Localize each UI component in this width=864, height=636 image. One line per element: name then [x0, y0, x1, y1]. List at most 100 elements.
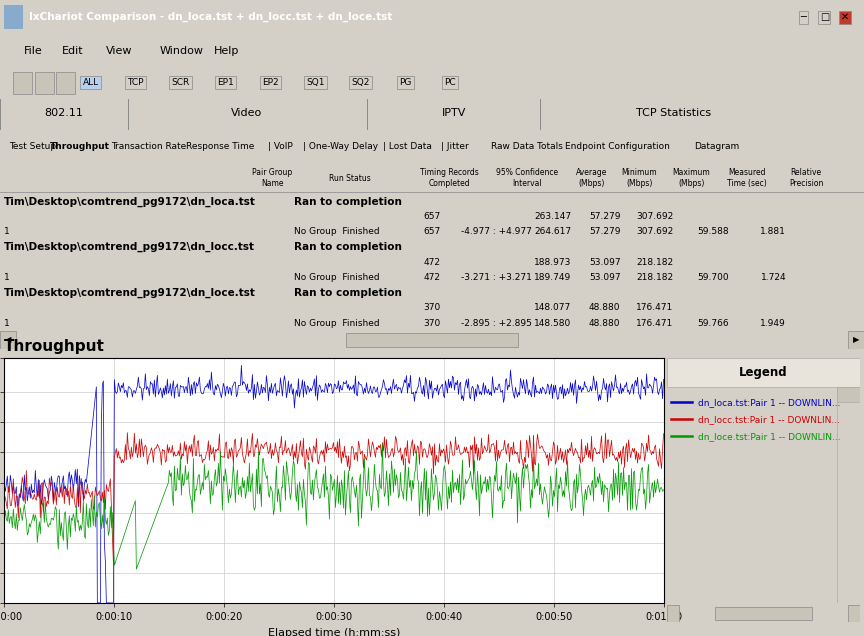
Text: 59.700: 59.700 [697, 273, 728, 282]
Text: Ran to completion: Ran to completion [294, 197, 402, 207]
Text: ▶: ▶ [853, 335, 860, 344]
Text: EP2: EP2 [262, 78, 279, 87]
Text: Tim\Desktop\comtrend_pg9172\dn_loce.tst: Tim\Desktop\comtrend_pg9172\dn_loce.tst [4, 287, 257, 298]
Text: SQ1: SQ1 [306, 78, 325, 87]
X-axis label: Elapsed time (h:mm:ss): Elapsed time (h:mm:ss) [268, 628, 400, 636]
Text: 657: 657 [423, 228, 441, 237]
Bar [35, 71, 54, 94]
Bar [346, 333, 518, 347]
Text: Ran to completion: Ran to completion [294, 287, 402, 298]
Text: -4.977 : +4.977: -4.977 : +4.977 [461, 228, 532, 237]
Text: PC: PC [444, 78, 456, 87]
Text: 218.182: 218.182 [637, 273, 673, 282]
Text: Timing Records
Completed: Timing Records Completed [420, 169, 479, 188]
Text: 48.880: 48.880 [589, 303, 620, 312]
Text: Pair Group
Name: Pair Group Name [252, 169, 292, 188]
Text: TCP: TCP [127, 78, 144, 87]
Text: 59.766: 59.766 [697, 319, 728, 328]
Text: View: View [105, 46, 132, 55]
Bar [667, 358, 860, 387]
Text: Response Time: Response Time [186, 142, 255, 151]
Text: Legend: Legend [739, 366, 788, 379]
Text: 472: 472 [423, 258, 441, 267]
Text: ALL: ALL [83, 78, 98, 87]
Bar [4, 5, 23, 29]
Text: 218.182: 218.182 [637, 258, 673, 267]
Text: Relative
Precision: Relative Precision [789, 169, 823, 188]
Text: 148.077: 148.077 [534, 303, 572, 312]
Text: 307.692: 307.692 [636, 228, 674, 237]
Bar [715, 607, 811, 620]
Text: Transaction Rate: Transaction Rate [111, 142, 187, 151]
Text: | VoIP: | VoIP [269, 142, 293, 151]
Text: 189.749: 189.749 [534, 273, 572, 282]
Text: ◀: ◀ [4, 335, 11, 344]
Text: dn_loca.tst:Pair 1 -- DOWNLIN...: dn_loca.tst:Pair 1 -- DOWNLIN... [698, 398, 841, 406]
Text: 176.471: 176.471 [636, 303, 674, 312]
Text: □: □ [820, 12, 829, 22]
Text: EP1: EP1 [217, 78, 234, 87]
Text: 264.617: 264.617 [535, 228, 571, 237]
Text: Help: Help [214, 46, 239, 55]
Text: 48.880: 48.880 [589, 319, 620, 328]
Text: Maximum
(Mbps): Maximum (Mbps) [672, 169, 710, 188]
Text: TCP Statistics: TCP Statistics [637, 108, 711, 118]
Text: Throughput: Throughput [49, 142, 110, 151]
Text: dn_locc.tst:Pair 1 -- DOWNLIN...: dn_locc.tst:Pair 1 -- DOWNLIN... [698, 415, 840, 424]
Text: 370: 370 [423, 303, 441, 312]
Text: 307.692: 307.692 [636, 212, 674, 221]
Text: 1.949: 1.949 [760, 319, 786, 328]
Text: 57.279: 57.279 [589, 212, 620, 221]
Bar [667, 605, 678, 622]
Text: File: File [24, 46, 43, 55]
Text: 657: 657 [423, 212, 441, 221]
Text: 188.973: 188.973 [534, 258, 572, 267]
Text: 1.724: 1.724 [760, 273, 786, 282]
Text: No Group  Finished: No Group Finished [294, 273, 379, 282]
Text: SCR: SCR [171, 78, 190, 87]
Text: PG: PG [399, 78, 411, 87]
Text: Minimum
(Mbps): Minimum (Mbps) [621, 169, 658, 188]
Bar [836, 387, 860, 603]
Text: IPTV: IPTV [442, 108, 466, 118]
Text: No Group  Finished: No Group Finished [294, 319, 379, 328]
Text: Test Setup: Test Setup [10, 142, 56, 151]
Text: 370: 370 [423, 319, 441, 328]
Text: | One-Way Delay: | One-Way Delay [303, 142, 378, 151]
Text: 1.881: 1.881 [760, 228, 786, 237]
Text: 1: 1 [4, 319, 10, 328]
Text: No Group  Finished: No Group Finished [294, 228, 379, 237]
Text: 53.097: 53.097 [589, 258, 620, 267]
Text: Datagram: Datagram [695, 142, 740, 151]
Text: SQ2: SQ2 [351, 78, 370, 87]
Text: Raw Data Totals: Raw Data Totals [491, 142, 563, 151]
Text: 57.279: 57.279 [589, 228, 620, 237]
Text: 95% Confidence
Interval: 95% Confidence Interval [496, 169, 558, 188]
Text: 53.097: 53.097 [589, 273, 620, 282]
Text: 1: 1 [4, 273, 10, 282]
Bar [0, 331, 16, 349]
Text: 263.147: 263.147 [535, 212, 571, 221]
Text: Average
(Mbps): Average (Mbps) [576, 169, 607, 188]
Text: 176.471: 176.471 [636, 319, 674, 328]
Bar [848, 605, 860, 622]
Text: 59.588: 59.588 [697, 228, 728, 237]
Text: Throughput: Throughput [4, 339, 105, 354]
Text: -2.895 : +2.895: -2.895 : +2.895 [461, 319, 532, 328]
Text: dn_loce.tst:Pair 1 -- DOWNLIN...: dn_loce.tst:Pair 1 -- DOWNLIN... [698, 432, 841, 441]
Bar [13, 71, 32, 94]
Text: | Lost Data: | Lost Data [384, 142, 432, 151]
Text: Run Status: Run Status [329, 174, 371, 183]
Text: Window: Window [160, 46, 204, 55]
Text: IxChariot Comparison - dn_loca.tst + dn_locc.tst + dn_loce.tst: IxChariot Comparison - dn_loca.tst + dn_… [29, 12, 392, 22]
Bar [848, 331, 864, 349]
Text: ─: ─ [801, 12, 806, 22]
Text: 1: 1 [4, 228, 10, 237]
Text: Measured
Time (sec): Measured Time (sec) [727, 169, 767, 188]
Text: -3.271 : +3.271: -3.271 : +3.271 [461, 273, 532, 282]
Text: ✕: ✕ [841, 12, 849, 22]
Bar [56, 71, 75, 94]
Text: 802.11: 802.11 [45, 108, 83, 118]
Text: Ran to completion: Ran to completion [294, 242, 402, 252]
Text: Tim\Desktop\comtrend_pg9172\dn_loca.tst: Tim\Desktop\comtrend_pg9172\dn_loca.tst [4, 197, 257, 207]
